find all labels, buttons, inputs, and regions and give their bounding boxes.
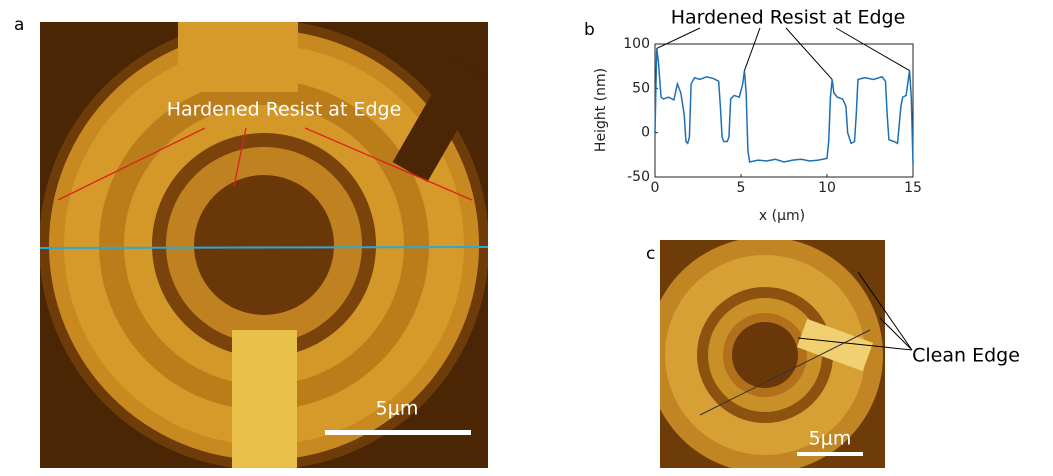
annotation-pointer: [744, 28, 760, 71]
annotation: Hardened Resist at Edge: [167, 99, 402, 121]
x-tick-label: 15: [904, 180, 922, 196]
chart-title: Hardened Resist at Edge: [671, 7, 906, 29]
x-tick-label: 5: [737, 180, 746, 196]
scale-bar-label: 5μm: [809, 428, 852, 450]
page: {"panels": {"a": {"label": "a", "annotat…: [0, 0, 1053, 476]
plot-frame: [655, 44, 913, 177]
panel-label: c: [646, 244, 655, 264]
x-tick-label: 10: [818, 180, 836, 196]
panel-label: a: [14, 15, 24, 35]
annotation: Clean Edge: [912, 345, 1020, 367]
annotation-pointer: [786, 28, 832, 79]
y-axis-label: Height (nm): [593, 68, 609, 152]
y-tick-label: 100: [623, 36, 650, 52]
scale-bar-label: 5μm: [376, 398, 419, 420]
afm-image-a: [39, 20, 489, 470]
panel-label: b: [584, 20, 595, 40]
annotation-pointer: [836, 28, 910, 71]
annotation-pointer: [657, 28, 700, 48]
y-tick-label: 0: [641, 125, 650, 141]
y-tick-label: -50: [627, 169, 650, 185]
figure: Hardened Resist at Edge 5μm a b c 5μm Cl…: [0, 0, 1053, 472]
y-tick-label: 50: [632, 80, 650, 96]
x-tick-label: 0: [651, 180, 660, 196]
x-axis-label: x (μm): [759, 208, 805, 224]
data-line: [655, 48, 913, 163]
